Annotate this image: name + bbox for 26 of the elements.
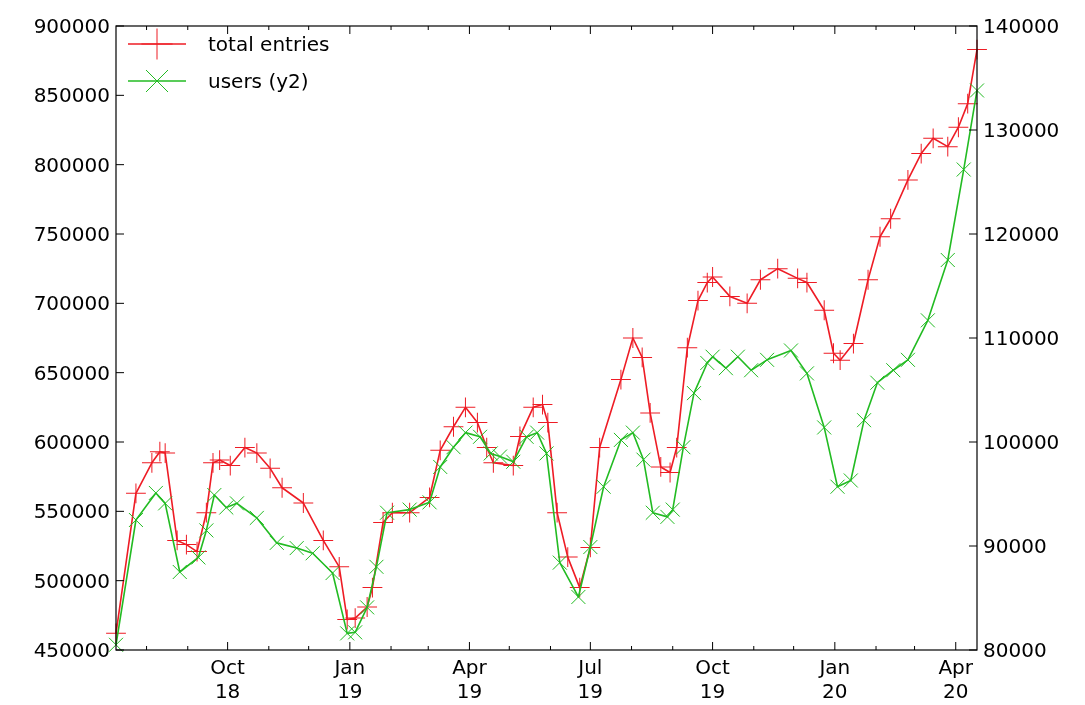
y-tick-label: 500000 xyxy=(33,568,110,593)
legend-label: users (y2) xyxy=(208,69,309,93)
y2-tick-label: 90000 xyxy=(983,534,1047,558)
x-tick-label: Jul 19 xyxy=(576,655,604,703)
y2-tick-label: 100000 xyxy=(983,430,1060,454)
x-tick-label: Oct 19 xyxy=(695,655,731,703)
x-tick-label: Jan 20 xyxy=(817,655,851,703)
y-tick-label: 600000 xyxy=(33,430,110,454)
y-tick-label: 700000 xyxy=(33,291,110,316)
y2-tick-label: 130000 xyxy=(983,118,1060,142)
y-tick-label: 800000 xyxy=(33,152,110,177)
y2-tick-label: 110000 xyxy=(983,326,1060,350)
y-tick-label: 750000 xyxy=(33,222,110,246)
x-tick-label: Apr 19 xyxy=(452,655,488,703)
y-tick-label: 450000 xyxy=(33,638,110,662)
y-tick-label: 850000 xyxy=(33,83,110,108)
x-tick-label: Jan 19 xyxy=(332,655,366,703)
x-tick-label: Oct 18 xyxy=(210,655,246,703)
x-tick-label: Apr 20 xyxy=(938,655,974,703)
y2-tick-label: 120000 xyxy=(983,222,1060,246)
y-tick-label: 650000 xyxy=(33,360,110,385)
y2-tick-label: 80000 xyxy=(983,638,1047,662)
y2-tick-label: 140000 xyxy=(983,14,1060,38)
y-tick-label: 550000 xyxy=(33,499,110,524)
y-tick-label: 900000 xyxy=(33,14,110,38)
legend-label: total entries xyxy=(208,32,330,56)
